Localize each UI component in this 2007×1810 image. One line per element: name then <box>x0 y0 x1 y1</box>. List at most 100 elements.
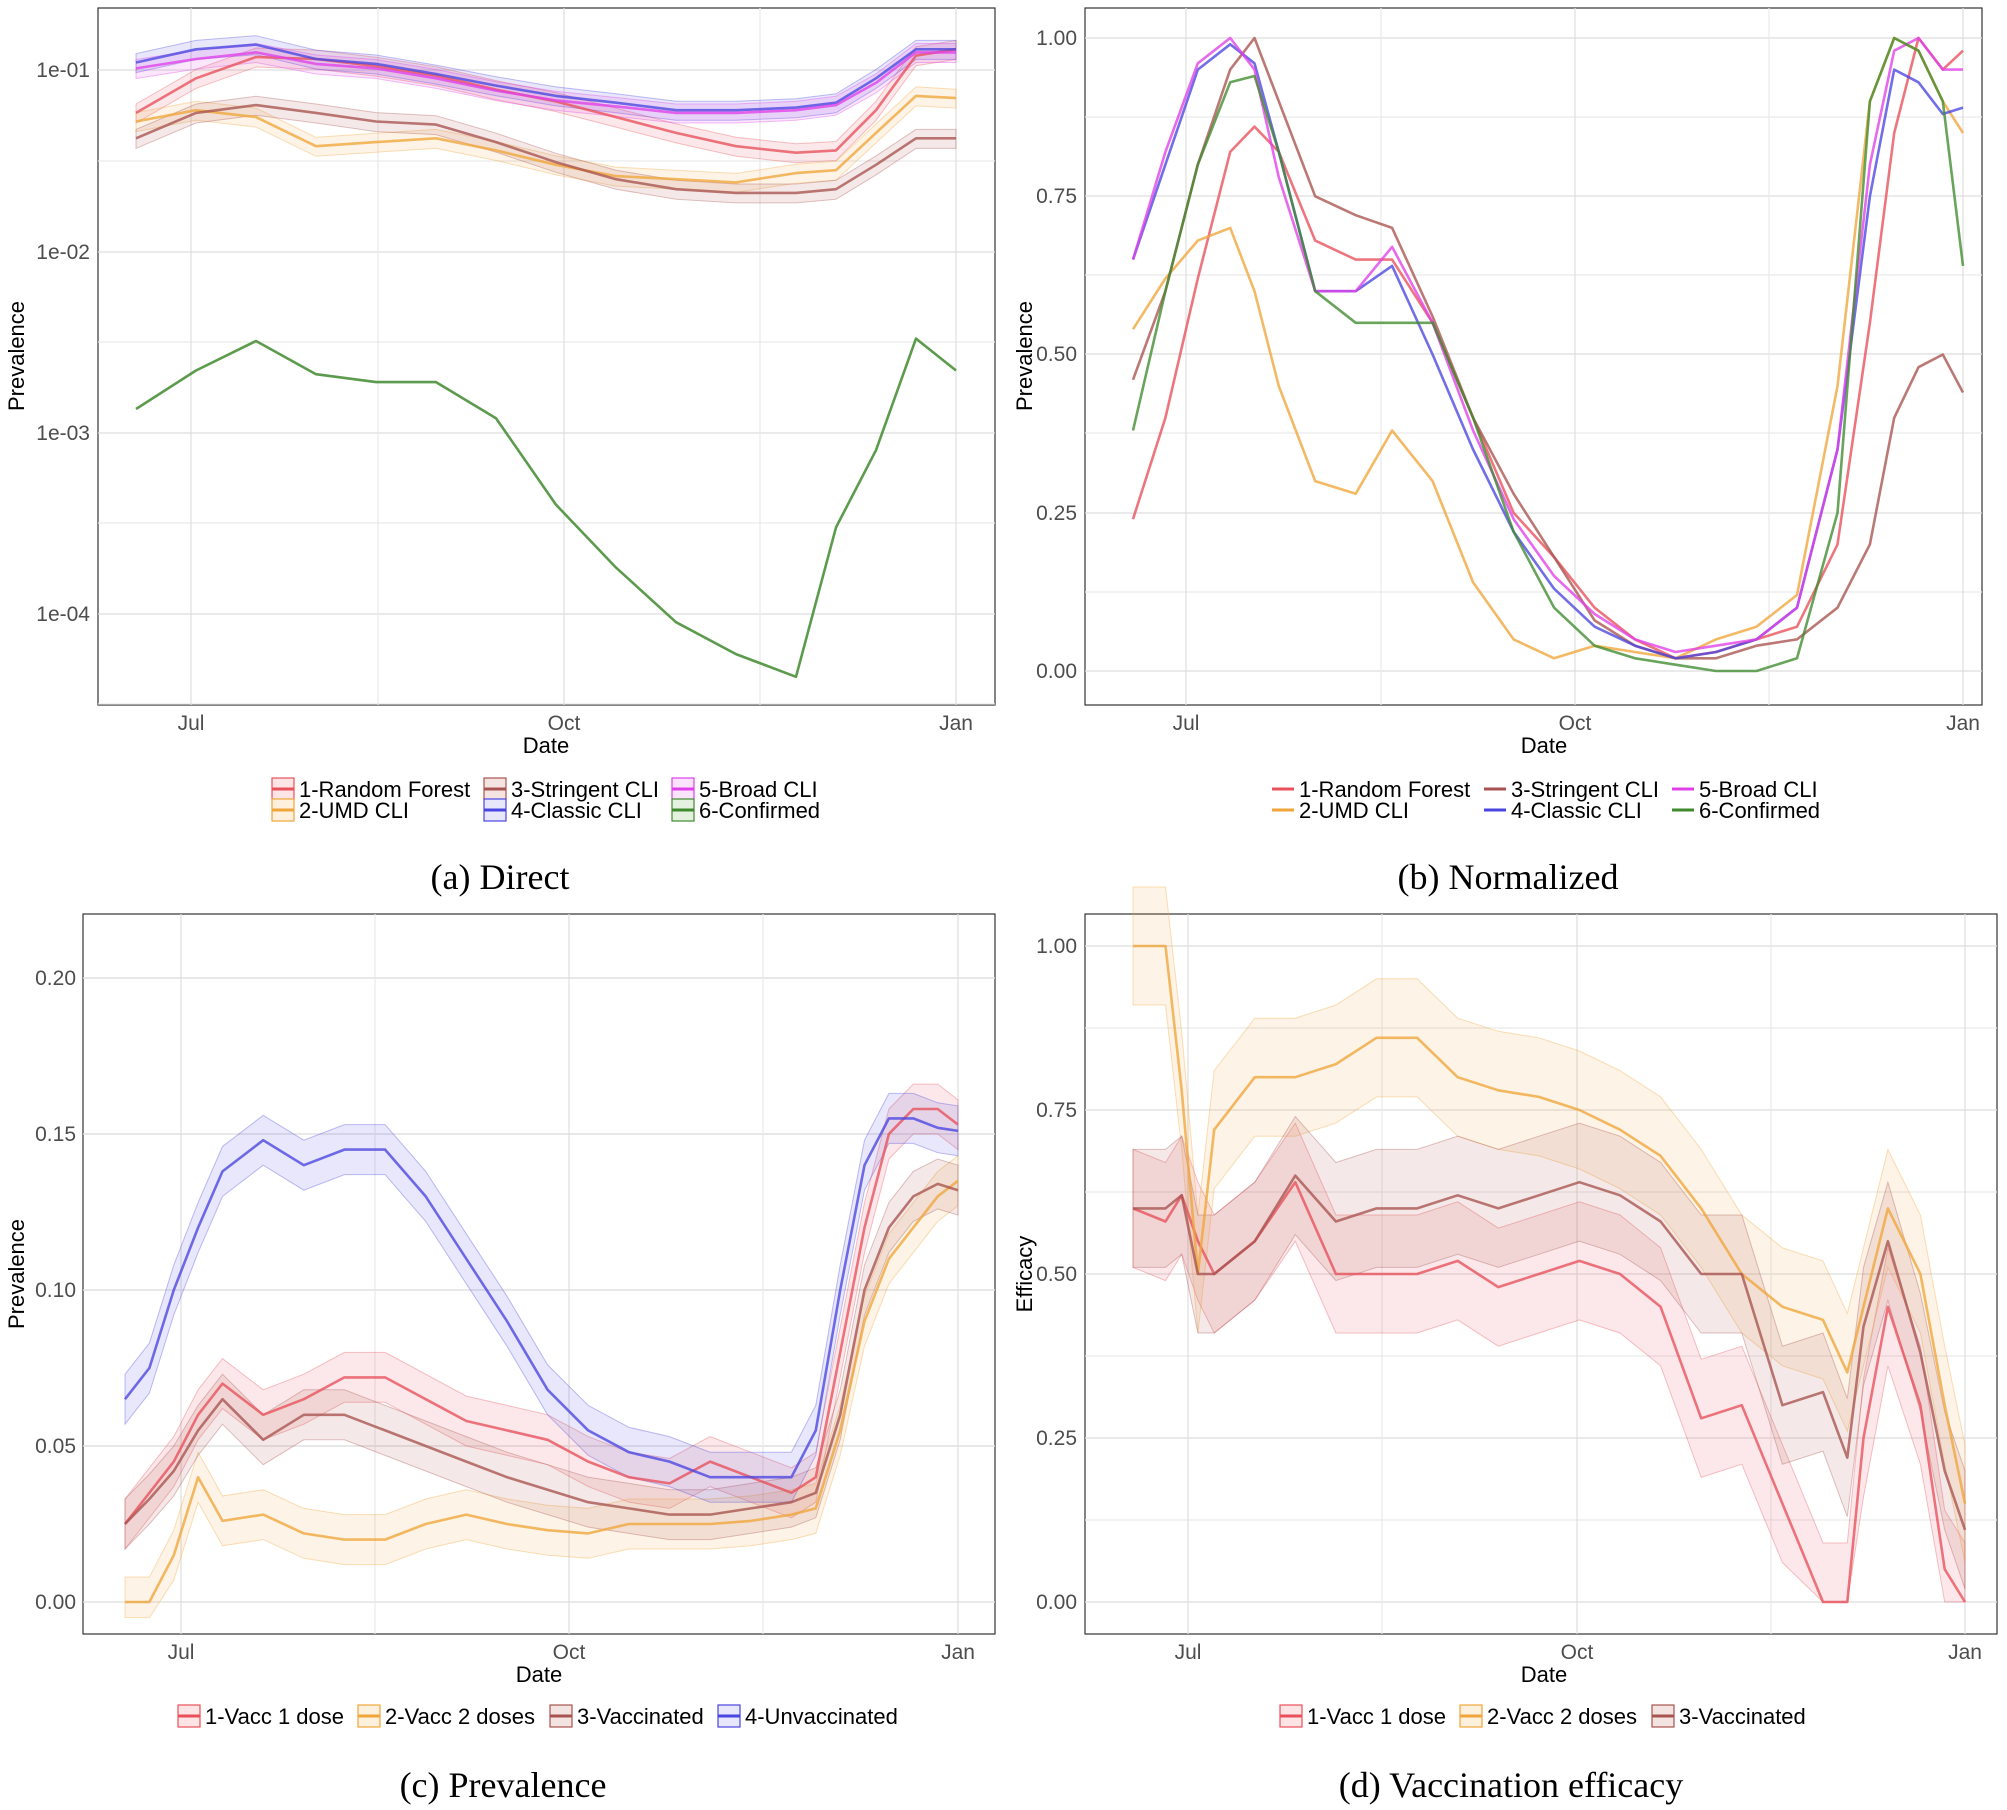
panel-c-legend: 1-Vacc 1 dose 2-Vacc 2 doses 3-Vaccinate… <box>177 1704 898 1729</box>
panel-d-ytick-5: 0.00 <box>1036 1591 1077 1614</box>
legend-label: 5-Broad CLI <box>1699 777 1818 802</box>
panel-a-caption: (a) Direct <box>431 857 570 897</box>
panel-c-series-1-line <box>123 1107 959 1525</box>
panel-c-series-2-line <box>125 1179 959 1604</box>
panel-b-series-6-line <box>1131 36 1965 673</box>
panel-c-band-4 <box>124 1092 959 1503</box>
panel-b-xtick-jul: Jul <box>1173 712 1200 735</box>
legend-label: 4-Unvaccinated <box>745 1704 898 1729</box>
panel-c-xlabel: Date <box>516 1662 562 1687</box>
panel-c-ytick-5: 0.00 <box>35 1591 76 1614</box>
panel-c-ytick-3: 0.10 <box>35 1279 76 1302</box>
legend-label: 1-Random Forest <box>1299 777 1470 802</box>
panel-b-xlabel: Date <box>1521 733 1567 758</box>
panel-a-series-4-line <box>135 43 956 112</box>
panel-a-band-3 <box>135 95 957 204</box>
legend-label: 1-Vacc 1 dose <box>1307 1704 1446 1729</box>
panel-a-lines <box>135 43 957 679</box>
panel-b-gridlines <box>1085 8 1982 705</box>
panel-c-series-4-line <box>123 1117 959 1479</box>
panel-d-ytick-1: 1.00 <box>1036 935 1077 958</box>
panel-a-ytick-3: 1e-03 <box>36 422 90 445</box>
panel-d-ylabel: Efficacy <box>1012 1236 1037 1313</box>
panel-c-ytick-4: 0.05 <box>35 1435 76 1458</box>
panel-a: 1e-01 1e-02 1e-03 1e-04 Jul Oct Jan Date… <box>4 7 996 897</box>
panel-a-series-3-line <box>135 103 956 195</box>
panel-c-lines <box>123 1107 959 1604</box>
panel-c-band-1 <box>124 1083 959 1551</box>
panel-c-gridlines <box>83 914 995 1634</box>
panel-c: 0.20 0.15 0.10 0.05 0.00 Jul Oct Jan Dat… <box>4 913 996 1805</box>
panel-a-xtick-oct: Oct <box>548 712 581 735</box>
panel-b-series-5-line <box>1131 36 1963 654</box>
legend-label: 3-Stringent CLI <box>511 777 659 802</box>
panel-d-xtick-oct: Oct <box>1561 1641 1594 1664</box>
legend-label: 2-UMD CLI <box>299 798 409 823</box>
legend-label: 1-Random Forest <box>299 777 470 802</box>
panel-c-band-2 <box>124 1154 959 1619</box>
legend-label: 2-Vacc 2 doses <box>385 1704 535 1729</box>
panel-a-ytick-1: 1e-01 <box>36 59 90 82</box>
panel-a-ylabel: Prevalence <box>4 301 29 411</box>
panel-a-series-6-line <box>135 337 957 679</box>
panel-d-xtick-jan: Jan <box>1948 1641 1982 1664</box>
panel-b: 1.00 0.75 0.50 0.25 0.00 Jul Oct Jan Dat… <box>1012 7 1983 897</box>
panel-c-series-3-line <box>124 1182 959 1525</box>
panel-d-series-3-line <box>1133 1174 1967 1531</box>
panel-d-xtick-jul: Jul <box>1175 1641 1202 1664</box>
panel-b-ytick-1: 1.00 <box>1036 27 1077 50</box>
legend-label: 6-Confirmed <box>1699 798 1820 823</box>
panel-d-bands <box>1132 886 1966 1603</box>
panel-d-series-2-line <box>1133 944 1967 1504</box>
panel-b-series-3-line <box>1131 36 1965 660</box>
panel-c-ylabel: Prevalence <box>4 1219 29 1329</box>
panel-a-ytick-4: 1e-04 <box>36 603 90 626</box>
panel-b-ytick-2: 0.75 <box>1036 185 1077 208</box>
legend-label: 4-Classic CLI <box>1511 798 1642 823</box>
panel-a-band-5 <box>135 42 957 124</box>
panel-a-series-5-line <box>135 51 956 115</box>
panel-a-xlabel: Date <box>523 733 569 758</box>
panel-b-ylabel: Prevalence <box>1012 301 1037 411</box>
panel-d-gridlines <box>1085 914 1997 1634</box>
panel-d-xlabel: Date <box>1521 1662 1567 1687</box>
panel-d-ytick-4: 0.25 <box>1036 1427 1077 1450</box>
panel-c-xtick-jan: Jan <box>941 1641 975 1664</box>
legend-label: 3-Vaccinated <box>577 1704 704 1729</box>
panel-c-caption: (c) Prevalence <box>400 1765 607 1805</box>
panel-d: 1.00 0.75 0.50 0.25 0.00 Jul Oct Jan Dat… <box>1012 886 1998 1805</box>
panel-d-caption: (d) Vaccination efficacy <box>1339 1765 1684 1805</box>
legend-label: 1-Vacc 1 dose <box>205 1704 344 1729</box>
panel-c-ytick-2: 0.15 <box>35 1123 76 1146</box>
panel-b-frame <box>1084 7 1983 706</box>
panel-a-ytick-2: 1e-02 <box>36 241 90 264</box>
legend-label: 4-Classic CLI <box>511 798 642 823</box>
panel-b-xtick-oct: Oct <box>1559 712 1592 735</box>
panel-d-band-3 <box>1132 1115 1966 1590</box>
legend-label: 5-Broad CLI <box>699 777 818 802</box>
panel-b-ytick-4: 0.25 <box>1036 502 1077 525</box>
panel-b-xtick-jan: Jan <box>1946 712 1980 735</box>
panel-a-xtick-jan: Jan <box>939 712 973 735</box>
panel-a-band-1 <box>135 39 957 164</box>
panel-c-band-3 <box>124 1158 959 1551</box>
legend-label: 2-UMD CLI <box>1299 798 1409 823</box>
panel-c-xtick-jul: Jul <box>168 1641 195 1664</box>
panel-d-band-2 <box>1132 886 1966 1563</box>
panel-b-series-4-line <box>1131 43 1964 660</box>
panel-b-caption: (b) Normalized <box>1398 857 1619 897</box>
legend-label: 3-Stringent CLI <box>1511 777 1659 802</box>
panel-c-bands <box>124 1083 959 1619</box>
legend-label: 3-Vaccinated <box>1679 1704 1806 1729</box>
panel-b-ytick-5: 0.00 <box>1036 660 1077 683</box>
panel-b-legend: 1-Random Forest 2-UMD CLI 3-Stringent CL… <box>1272 777 1820 823</box>
panel-d-legend: 1-Vacc 1 dose 2-Vacc 2 doses 3-Vaccinate… <box>1279 1704 1806 1729</box>
panel-b-lines <box>1131 36 1965 673</box>
panel-a-legend: 1-Random Forest 2-UMD CLI 3-Stringent CL… <box>271 777 820 823</box>
legend-label: 6-Confirmed <box>699 798 820 823</box>
legend-label: 2-Vacc 2 doses <box>1487 1704 1637 1729</box>
panel-d-ytick-3: 0.50 <box>1036 1263 1077 1286</box>
panel-c-xtick-oct: Oct <box>553 1641 586 1664</box>
panel-d-lines <box>1132 944 1967 1604</box>
